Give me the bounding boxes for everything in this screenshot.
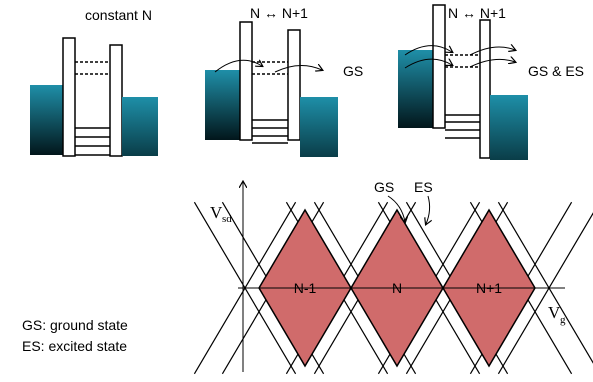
panel-constant bbox=[30, 38, 158, 156]
panel-note: GS bbox=[343, 63, 363, 79]
diamond-plot: N-1 N N+1 bbox=[194, 182, 593, 374]
callout: GS bbox=[374, 179, 394, 195]
panel-note: GS & ES bbox=[528, 63, 584, 79]
panel-caption: N ↔ N+1 bbox=[250, 5, 308, 21]
diagram: constant N N ↔ N+1 GS N ↔ N+1 GS & ES N-… bbox=[0, 0, 593, 377]
legend-entry: GS: ground state bbox=[22, 317, 128, 333]
panel-gs bbox=[205, 22, 338, 157]
diamond-label: N+1 bbox=[476, 280, 502, 296]
legend-entry: ES: excited state bbox=[22, 338, 127, 354]
y-axis-subscript: sd bbox=[222, 213, 232, 225]
x-axis-subscript: g bbox=[560, 314, 566, 326]
diamond-label: N bbox=[392, 280, 402, 296]
panel-gs-es bbox=[398, 5, 528, 160]
panel-caption: constant N bbox=[85, 7, 152, 23]
diamond-label: N-1 bbox=[294, 280, 317, 296]
page: constant N N ↔ N+1 GS N ↔ N+1 GS & ES N-… bbox=[0, 0, 593, 382]
callout: ES bbox=[414, 179, 433, 195]
callout-arrow bbox=[426, 196, 430, 224]
panel-caption: N ↔ N+1 bbox=[448, 5, 506, 21]
